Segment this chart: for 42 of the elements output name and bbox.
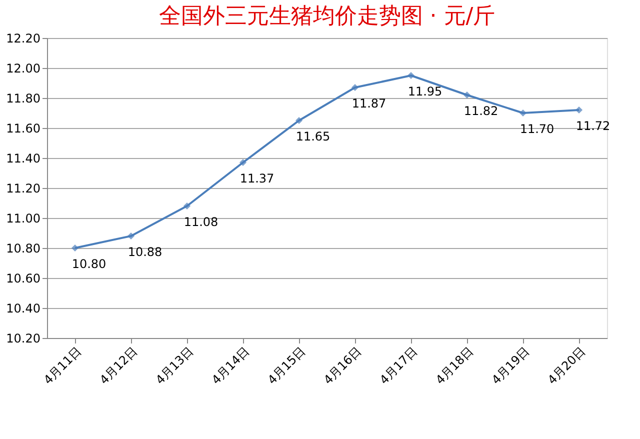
x-tick-label: 4月11日 (40, 344, 84, 388)
point (295, 116, 303, 124)
x-tick-label: 4月19日 (488, 344, 532, 388)
data-label: 11.72 (576, 119, 610, 133)
y-tick-label: 10.60 (6, 272, 40, 286)
y-tick-label: 11.20 (6, 182, 40, 196)
point (519, 109, 527, 117)
point (463, 91, 471, 99)
y-tick-label: 10.40 (6, 302, 40, 316)
point (183, 202, 191, 210)
x-tick-label: 4月17日 (376, 344, 420, 388)
x-tick-label: 4月13日 (152, 344, 196, 388)
x-tick-label: 4月15日 (264, 344, 308, 388)
y-tick-label: 11.40 (6, 152, 40, 166)
data-label: 10.88 (128, 245, 162, 259)
data-label: 11.70 (520, 122, 554, 136)
y-tick-label: 11.80 (6, 92, 40, 106)
point (71, 244, 79, 252)
data-label: 11.37 (240, 172, 274, 186)
x-tick-label: 4月20日 (544, 344, 588, 388)
y-tick-label: 12.20 (6, 32, 40, 46)
data-label: 11.82 (464, 104, 498, 118)
x-tick-label: 4月18日 (432, 344, 476, 388)
data-label: 11.87 (352, 96, 386, 110)
point (575, 106, 583, 114)
y-tick-label: 12.00 (6, 62, 40, 76)
data-label: 11.95 (408, 84, 442, 98)
point (407, 72, 415, 80)
x-tick-label: 4月16日 (320, 344, 364, 388)
y-tick-label: 11.60 (6, 122, 40, 136)
data-label: 10.80 (72, 257, 106, 271)
data-label: 11.65 (296, 130, 330, 144)
point (351, 84, 359, 92)
y-tick-label: 11.00 (6, 212, 40, 226)
x-tick-label: 4月12日 (96, 344, 140, 388)
x-tick-label: 4月14日 (208, 344, 252, 388)
point (127, 232, 135, 240)
y-tick-label: 10.80 (6, 242, 40, 256)
data-label: 11.08 (184, 215, 218, 229)
point (239, 158, 247, 166)
y-tick-label: 10.20 (6, 332, 40, 346)
chart-title: 全国外三元生猪均价走势图 · 元/斤 (158, 4, 496, 29)
